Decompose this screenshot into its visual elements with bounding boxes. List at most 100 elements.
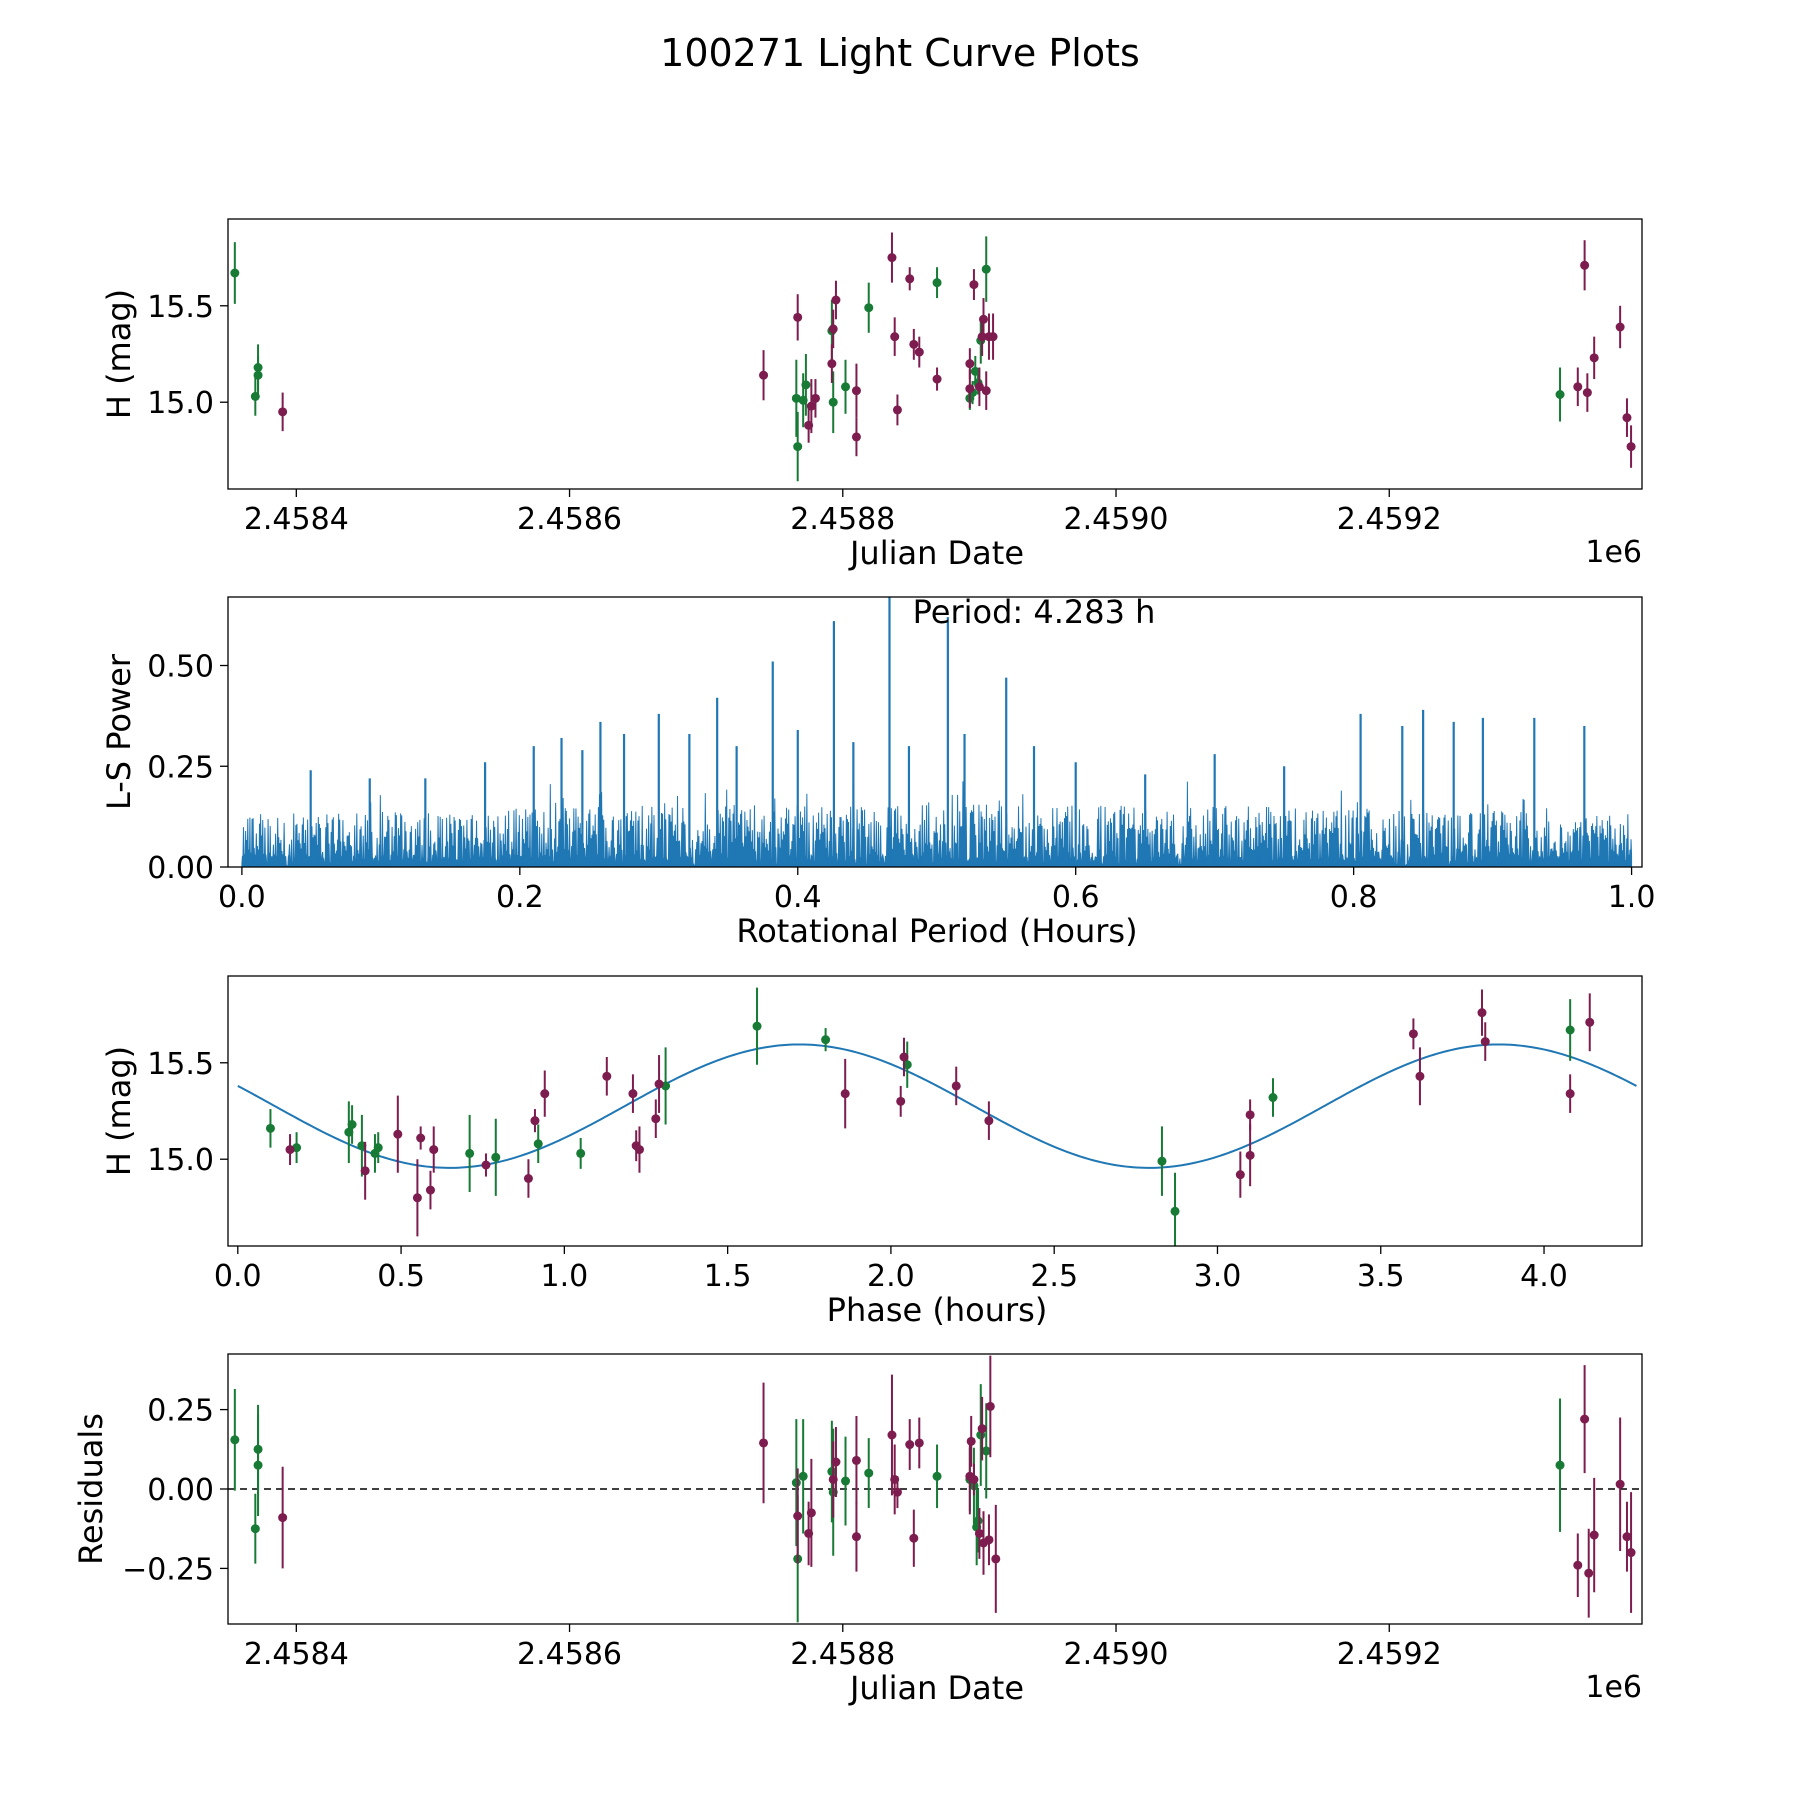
data-point <box>890 332 900 342</box>
y-tick-label: 15.0 <box>147 386 214 421</box>
data-point <box>909 339 919 349</box>
data-point <box>481 1160 491 1170</box>
data-point <box>841 382 851 392</box>
subplot-panels: 2.4584 2.4586 2.4588 2.4590 2.4592 15.0 15.5 Ju… <box>72 218 1655 1707</box>
data-point <box>984 1535 994 1545</box>
data-point <box>793 442 803 452</box>
data-point <box>951 1081 961 1091</box>
x-tick-label: 2.4584 <box>244 502 349 537</box>
x-offset-text: 1e6 <box>1585 1670 1642 1705</box>
plot-frame <box>227 975 1643 1247</box>
data-point <box>988 332 998 342</box>
data-layer <box>230 1355 1636 1623</box>
data-point <box>827 359 837 369</box>
data-point <box>654 1079 664 1089</box>
data-point <box>1589 353 1599 363</box>
series-purple <box>278 1355 1636 1618</box>
data-point <box>230 268 240 278</box>
data-point <box>651 1114 661 1124</box>
data-point <box>278 1513 288 1523</box>
data-point <box>628 1089 638 1099</box>
data-point <box>634 1145 644 1155</box>
x-tick-label: 2.4592 <box>1337 502 1442 537</box>
data-point <box>230 1435 240 1445</box>
data-point <box>932 1471 942 1481</box>
data-point <box>969 1474 979 1484</box>
x-tick-label: 2.4588 <box>790 502 895 537</box>
data-point <box>1584 1568 1594 1578</box>
data-point <box>798 1471 808 1481</box>
x-tick-label: 0.4 <box>774 880 822 915</box>
data-point <box>831 295 841 305</box>
data-point <box>892 1487 902 1497</box>
y-tick-label: 15.5 <box>147 290 214 325</box>
data-point <box>1626 442 1636 452</box>
data-point <box>791 1478 801 1488</box>
data-point <box>978 314 988 324</box>
y-tick-label: 0.00 <box>147 851 214 886</box>
x-tick-label: 2.4592 <box>1337 1637 1442 1672</box>
y-axis-label: H (mag) <box>100 289 138 419</box>
data-point <box>344 1127 354 1137</box>
data-point <box>806 401 816 411</box>
data-point <box>602 1071 612 1081</box>
data-point <box>1555 1460 1565 1470</box>
data-point <box>278 407 288 417</box>
x-tick-label: 2.0 <box>867 1259 915 1294</box>
data-point <box>540 1089 550 1099</box>
data-point <box>523 1174 533 1183</box>
data-point <box>1622 413 1632 423</box>
data-point <box>1626 1548 1636 1558</box>
data-point <box>491 1152 501 1162</box>
x-tick-label: 4.0 <box>1520 1259 1568 1294</box>
data-point <box>1157 1156 1167 1166</box>
data-point <box>250 1524 260 1534</box>
data-point <box>851 386 861 396</box>
data-point <box>902 1060 912 1070</box>
data-point <box>821 1035 831 1045</box>
data-point <box>425 1185 435 1195</box>
data-point <box>1580 260 1590 270</box>
data-point <box>932 374 942 384</box>
data-point <box>1477 1008 1487 1018</box>
x-offset-text: 1e6 <box>1585 535 1642 570</box>
periodogram-spectrum <box>241 781 1633 867</box>
data-point <box>416 1133 426 1143</box>
data-point <box>969 280 979 290</box>
data-point <box>530 1116 540 1126</box>
figure-title: 100271 Light Curve Plots <box>660 31 1140 75</box>
data-point <box>793 1511 803 1521</box>
data-point <box>791 393 801 403</box>
data-layer <box>230 232 1636 482</box>
data-point <box>851 1532 861 1542</box>
data-point <box>1573 1560 1583 1570</box>
subplot-residuals: 2.4584 2.4586 2.4588 2.4590 2.4592 −0.25 0.00 0… <box>72 1353 1643 1707</box>
data-point <box>1589 1530 1599 1540</box>
data-point <box>1565 1025 1575 1035</box>
data-point <box>1622 1532 1632 1542</box>
data-point <box>1415 1071 1425 1081</box>
data-point <box>347 1120 357 1129</box>
data-point <box>393 1129 403 1139</box>
x-tick-label: 2.4590 <box>1064 502 1169 537</box>
x-tick-label: 0.0 <box>218 880 266 915</box>
data-point <box>1480 1037 1490 1047</box>
x-tick-label: 1.5 <box>704 1259 752 1294</box>
x-tick-label: 3.0 <box>1194 1259 1242 1294</box>
y-axis-label: H (mag) <box>100 1046 138 1176</box>
data-point <box>932 278 942 288</box>
data-point <box>896 1096 906 1106</box>
x-tick-label: 0.2 <box>496 880 544 915</box>
data-point <box>806 1508 816 1518</box>
x-axis-label: Julian Date <box>848 1669 1024 1707</box>
data-layer <box>265 987 1595 1246</box>
data-point <box>899 1052 909 1062</box>
data-point <box>977 1424 987 1434</box>
data-point <box>1615 1479 1625 1489</box>
data-point <box>851 1455 861 1465</box>
data-point <box>285 1145 295 1155</box>
x-tick-label: 1.0 <box>540 1259 588 1294</box>
data-point <box>991 1554 1001 1564</box>
data-point <box>887 253 897 263</box>
data-point <box>905 274 915 284</box>
